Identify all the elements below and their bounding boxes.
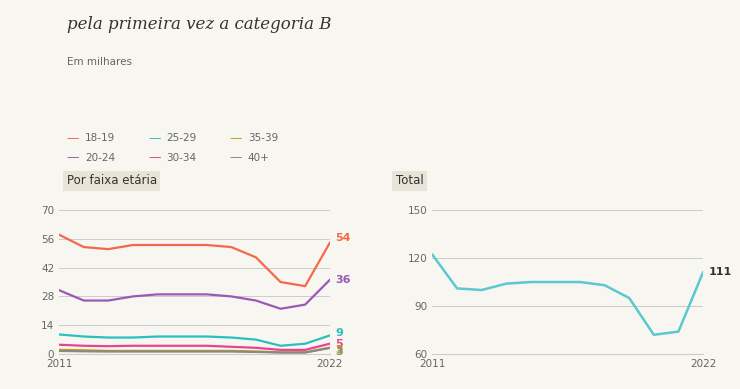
Text: —: — — [148, 131, 161, 145]
Text: 35-39: 35-39 — [248, 133, 278, 143]
Text: Total: Total — [396, 174, 424, 187]
Text: pela primeira vez a categoria B: pela primeira vez a categoria B — [67, 16, 331, 33]
Text: 30-34: 30-34 — [166, 152, 197, 163]
Text: 18-19: 18-19 — [85, 133, 115, 143]
Text: 40+: 40+ — [248, 152, 269, 163]
Text: 111: 111 — [709, 267, 732, 277]
Text: 25-29: 25-29 — [166, 133, 197, 143]
Text: 9: 9 — [335, 328, 343, 338]
Text: —: — — [229, 131, 242, 145]
Text: 20-24: 20-24 — [85, 152, 115, 163]
Text: 36: 36 — [335, 275, 351, 285]
Text: 5: 5 — [335, 339, 343, 349]
Text: —: — — [229, 151, 242, 164]
Text: —: — — [67, 151, 79, 164]
Text: —: — — [67, 131, 79, 145]
Text: Por faixa etária: Por faixa etária — [67, 174, 157, 187]
Text: 3: 3 — [335, 345, 343, 355]
Text: 3: 3 — [335, 347, 343, 357]
Text: —: — — [148, 151, 161, 164]
Text: 54: 54 — [335, 233, 351, 243]
Text: Em milhares: Em milhares — [67, 57, 132, 67]
